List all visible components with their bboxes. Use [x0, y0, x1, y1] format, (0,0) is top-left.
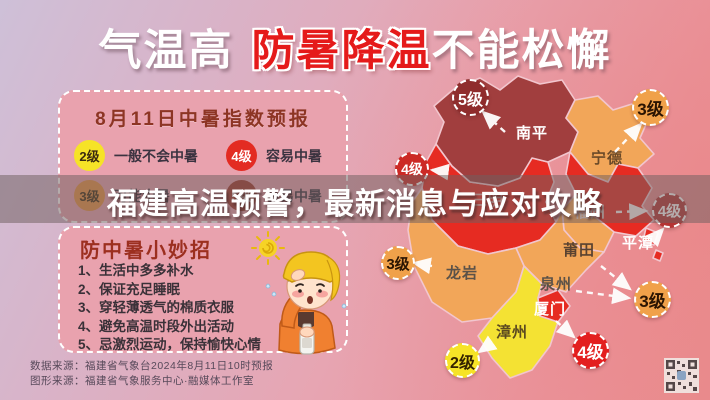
tip-item-4: 4、避免高温时段外出活动 [78, 318, 235, 334]
region-pingtan-islet [652, 249, 664, 262]
main-title: 气温高 防暑降温不能松懈 [0, 16, 710, 78]
badge-ningde-level: 3级 [632, 89, 669, 126]
tip-item-5: 5、忌激烈运动，保持愉快心情 [78, 337, 262, 353]
badge-longyan-level: 3级 [381, 246, 415, 280]
tips-list: 1、生活中多多补水 2、保证充足睡眠 3、穿轻薄透气的棉质衣服 4、避免高温时段… [78, 262, 261, 355]
region-xiamen [537, 289, 571, 323]
headline-band [0, 175, 710, 223]
level2-circle: 2级 [74, 140, 105, 171]
badge-xiamen-level: 4级 [572, 332, 609, 369]
main-title-part1: 气温高 [98, 27, 234, 75]
tip-item-3: 3、穿轻薄透气的棉质衣服 [78, 300, 235, 316]
tip-item-1: 1、生活中多多补水 [78, 263, 194, 278]
map-label-xiamen: 厦门 [534, 300, 566, 318]
badge-zhangzhou-level: 2级 [445, 343, 480, 378]
level2-desc: 一般不会中暑 [114, 147, 198, 164]
tip-item-2: 2、保证充足睡眠 [78, 281, 181, 297]
map-label-nanping: 南平 [516, 124, 548, 142]
data-source-line: 数据来源：福建省气象台2024年8月11日10时预报 [30, 360, 274, 372]
tips-card: 防中暑小妙招 [58, 226, 348, 355]
map-label-ningde: 宁德 [591, 149, 623, 167]
legend-item-level2: 2级 一般不会中暑 [74, 140, 226, 171]
forecast-row-1: 2级 一般不会中暑 4级 容易中暑 [74, 140, 338, 171]
map-label-putian: 莆田 [563, 241, 595, 259]
badge-quanzhou-level: 3级 [634, 281, 671, 318]
qr-code [664, 358, 699, 393]
main-title-part2: 防暑降温 [251, 27, 432, 75]
source-footer: 数据来源：福建省气象台2024年8月11日10时预报 图形来源：福建省气象服务中… [30, 359, 273, 389]
overlay-headline: 福建高温预警，最新消息与应对攻略 [107, 188, 603, 221]
map-label-longyan: 龙岩 [445, 264, 478, 282]
boy-wiping-sweat-illustration [265, 251, 347, 355]
badge-nanping-level: 5级 [452, 79, 489, 116]
tips-card-title: 防中暑小妙招 [80, 240, 212, 262]
map-label-quanzhou: 泉州 [539, 275, 572, 293]
map-label-pingtan: 平潭 [622, 235, 654, 252]
sun-icon [251, 231, 285, 265]
map-label-zhangzhou: 漳州 [496, 323, 528, 341]
graphic-source-line: 图形来源：福建省气象服务中心·融媒体工作室 [30, 375, 254, 387]
level4-desc: 容易中暑 [266, 147, 322, 164]
level4-circle: 4级 [226, 140, 257, 171]
legend-item-level4: 4级 容易中暑 [226, 140, 322, 171]
forecast-card-title: 8月11日中暑指数预报 [95, 109, 311, 130]
main-title-part3: 不能松懈 [431, 27, 612, 75]
